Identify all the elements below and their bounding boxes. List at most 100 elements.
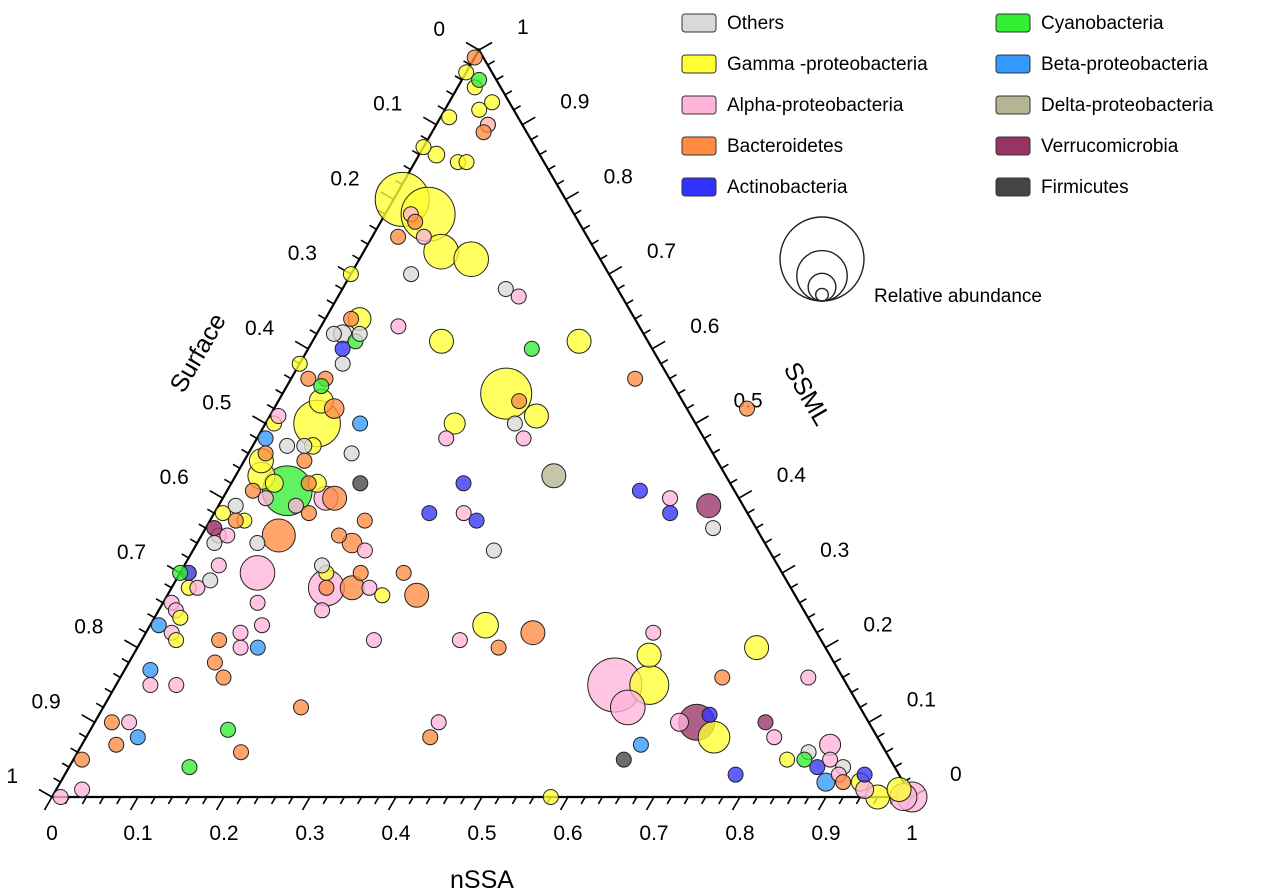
data-point — [427, 145, 446, 164]
right-axis-tick — [591, 239, 599, 245]
data-point — [168, 632, 185, 649]
bottom-axis-tick — [81, 796, 88, 805]
data-point — [696, 493, 722, 519]
legend-swatch — [681, 13, 717, 33]
ssml-tick-label: 0.6 — [690, 315, 719, 338]
data-point — [497, 281, 514, 297]
data-point — [816, 772, 836, 792]
data-point — [636, 642, 662, 668]
right-axis-tick — [565, 191, 579, 201]
data-point — [705, 520, 722, 537]
data-point — [261, 518, 296, 553]
data-point — [331, 527, 347, 544]
left-axis-tick — [422, 116, 437, 126]
data-point — [510, 288, 527, 305]
data-point — [313, 378, 330, 395]
data-point — [103, 714, 120, 731]
right-axis-tick — [513, 105, 521, 111]
ssml-tick-label: 0 — [950, 763, 962, 786]
data-point — [511, 393, 528, 410]
right-axis-tick — [876, 732, 885, 738]
legend-swatch — [681, 136, 717, 156]
data-point — [318, 579, 335, 596]
bottom-axis-tick — [184, 796, 191, 805]
left-axis-tick — [61, 762, 70, 768]
bottom-axis-tick — [718, 796, 724, 805]
right-axis-tick — [773, 553, 781, 559]
left-axis-tick — [317, 314, 326, 320]
nssa-tick-label: 0.9 — [811, 822, 840, 845]
surface-tick-label: 0.8 — [74, 616, 103, 639]
data-point — [325, 325, 342, 342]
data-point — [254, 617, 270, 634]
data-point — [404, 582, 430, 608]
legend-swatch — [681, 177, 717, 197]
surface-tick-label: 0.7 — [117, 541, 146, 564]
left-axis-tick — [241, 448, 249, 455]
right-axis-tick — [781, 564, 796, 574]
bottom-axis-tick — [98, 796, 105, 805]
data-point — [455, 475, 472, 492]
right-axis-tick — [850, 687, 859, 694]
legend-swatch — [995, 13, 1031, 33]
data-point — [615, 751, 632, 768]
right-axis-tick — [721, 463, 729, 470]
data-point — [142, 677, 159, 693]
right-axis-tick — [547, 164, 556, 171]
data-point — [206, 654, 223, 671]
data-point — [421, 505, 438, 522]
ssml-tick-label: 0.4 — [777, 464, 807, 487]
data-point — [334, 355, 351, 372]
legend-label: Firmicutes — [1041, 177, 1129, 198]
data-point — [74, 781, 91, 798]
right-axis-tick — [539, 149, 547, 156]
data-point — [361, 579, 378, 596]
ssml-tick-label: 0.1 — [907, 688, 936, 711]
data-point — [257, 490, 274, 507]
data-point — [541, 463, 567, 489]
data-point — [403, 266, 420, 283]
data-point — [856, 766, 873, 783]
data-point — [352, 415, 369, 432]
left-axis-tick — [420, 134, 429, 141]
right-axis-tick — [799, 598, 807, 604]
bottom-axis-tick — [442, 796, 449, 805]
data-point — [220, 721, 236, 738]
data-point — [809, 759, 826, 776]
data-point — [172, 609, 189, 626]
right-axis-tick — [651, 340, 666, 350]
data-point — [202, 572, 219, 589]
data-point — [451, 632, 468, 649]
bottom-axis-tick — [322, 796, 328, 805]
legend-label: Beta-proteobacteria — [1041, 54, 1208, 75]
data-point — [515, 430, 532, 447]
legend-swatch — [995, 54, 1031, 74]
data-point — [744, 635, 770, 661]
left-axis-tick — [266, 403, 275, 410]
data-point — [352, 564, 369, 581]
data-point — [662, 505, 679, 522]
data-point — [627, 370, 644, 387]
bottom-axis-tick — [167, 796, 174, 805]
right-axis-tick — [816, 627, 825, 634]
data-point — [74, 751, 90, 768]
bottom-axis-tick — [632, 796, 638, 805]
data-point — [264, 473, 284, 493]
data-point — [800, 669, 817, 686]
left-axis-tick — [360, 239, 369, 245]
nssa-tick-label: 0.7 — [639, 822, 668, 845]
data-point — [343, 310, 360, 327]
data-point — [239, 555, 276, 591]
data-point — [523, 340, 540, 357]
right-axis-tick — [712, 448, 721, 455]
nssa-tick-label: 0.1 — [123, 822, 152, 845]
data-point — [430, 714, 447, 731]
data-point — [490, 639, 507, 656]
legend-swatch — [995, 136, 1031, 156]
data-point — [342, 266, 359, 283]
bottom-axis-tick — [473, 796, 483, 811]
data-point — [181, 759, 198, 776]
bottom-axis-tick — [43, 796, 53, 811]
legend-label: Verrucomicrobia — [1041, 136, 1179, 157]
left-axis-tick — [155, 598, 164, 604]
